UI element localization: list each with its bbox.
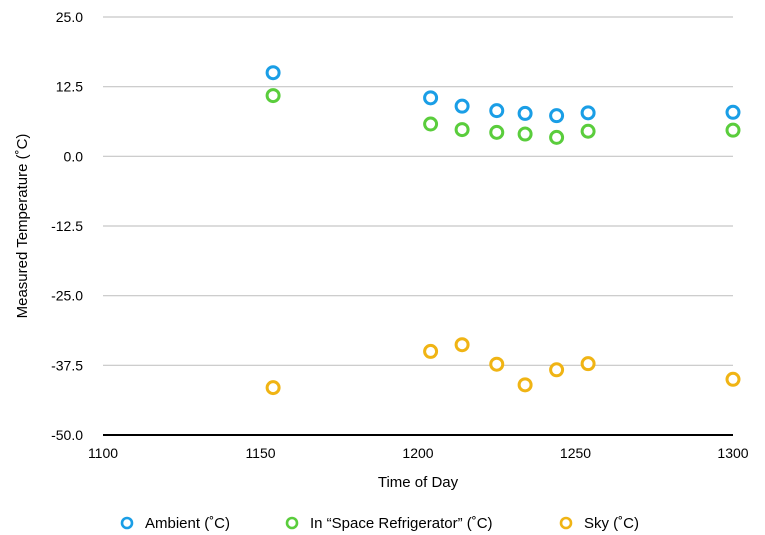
legend-marker	[559, 516, 573, 530]
data-point-series-1	[725, 122, 741, 138]
data-point-series-1	[549, 129, 565, 145]
x-axis-title: Time of Day	[378, 474, 459, 491]
data-point-series-1	[454, 122, 470, 138]
y-tick-label: 25.0	[56, 9, 83, 25]
x-tick-label: 1150	[245, 445, 275, 461]
data-point-series-1	[265, 88, 281, 104]
data-point-series-1	[489, 124, 505, 140]
y-tick-label: -50.0	[51, 427, 83, 443]
x-axis-ticks: 1100 1150 1200 1250 1300	[88, 445, 749, 461]
data-point-series-2	[265, 380, 281, 396]
data-point-series-1	[580, 123, 596, 139]
y-tick-label: -37.5	[51, 357, 83, 373]
data-point-series-1	[423, 116, 439, 132]
legend: Ambient (˚C) In “Space Refrigerator” (˚C)…	[120, 515, 639, 532]
data-point-series-0	[549, 108, 565, 124]
y-tick-label: 0.0	[64, 148, 84, 164]
y-tick-label: -25.0	[51, 288, 83, 304]
data-point-series-2	[725, 371, 741, 387]
data-point-series-2	[454, 337, 470, 353]
data-point-series-0	[454, 98, 470, 114]
y-tick-label: 12.5	[56, 79, 83, 95]
legend-marker	[285, 516, 299, 530]
data-point-series-2	[489, 356, 505, 372]
data-point-series-2	[549, 362, 565, 378]
data-point-series-1	[517, 126, 533, 142]
data-point-series-2	[580, 356, 596, 372]
gridlines	[103, 16, 733, 366]
x-tick-label: 1200	[402, 445, 433, 461]
legend-label: In “Space Refrigerator” (˚C)	[310, 515, 493, 532]
y-axis-title: Measured Temperature (˚C)	[14, 134, 31, 319]
data-points	[265, 65, 741, 396]
x-tick-label: 1300	[717, 445, 748, 461]
y-tick-label: -12.5	[51, 218, 83, 234]
data-point-series-0	[265, 65, 281, 81]
legend-marker	[120, 516, 134, 530]
data-point-series-2	[423, 343, 439, 359]
y-axis-ticks: 25.0 12.5 0.0 -12.5 -25.0 -37.5 -50.0	[51, 9, 83, 443]
data-point-series-0	[725, 104, 741, 120]
data-point-series-0	[517, 105, 533, 121]
data-point-series-0	[489, 103, 505, 119]
legend-label: Ambient (˚C)	[145, 515, 230, 532]
legend-label: Sky (˚C)	[584, 515, 639, 532]
data-point-series-0	[423, 90, 439, 106]
x-tick-label: 1100	[88, 445, 118, 461]
x-tick-label: 1250	[560, 445, 591, 461]
data-point-series-2	[517, 377, 533, 393]
data-point-series-0	[580, 105, 596, 121]
